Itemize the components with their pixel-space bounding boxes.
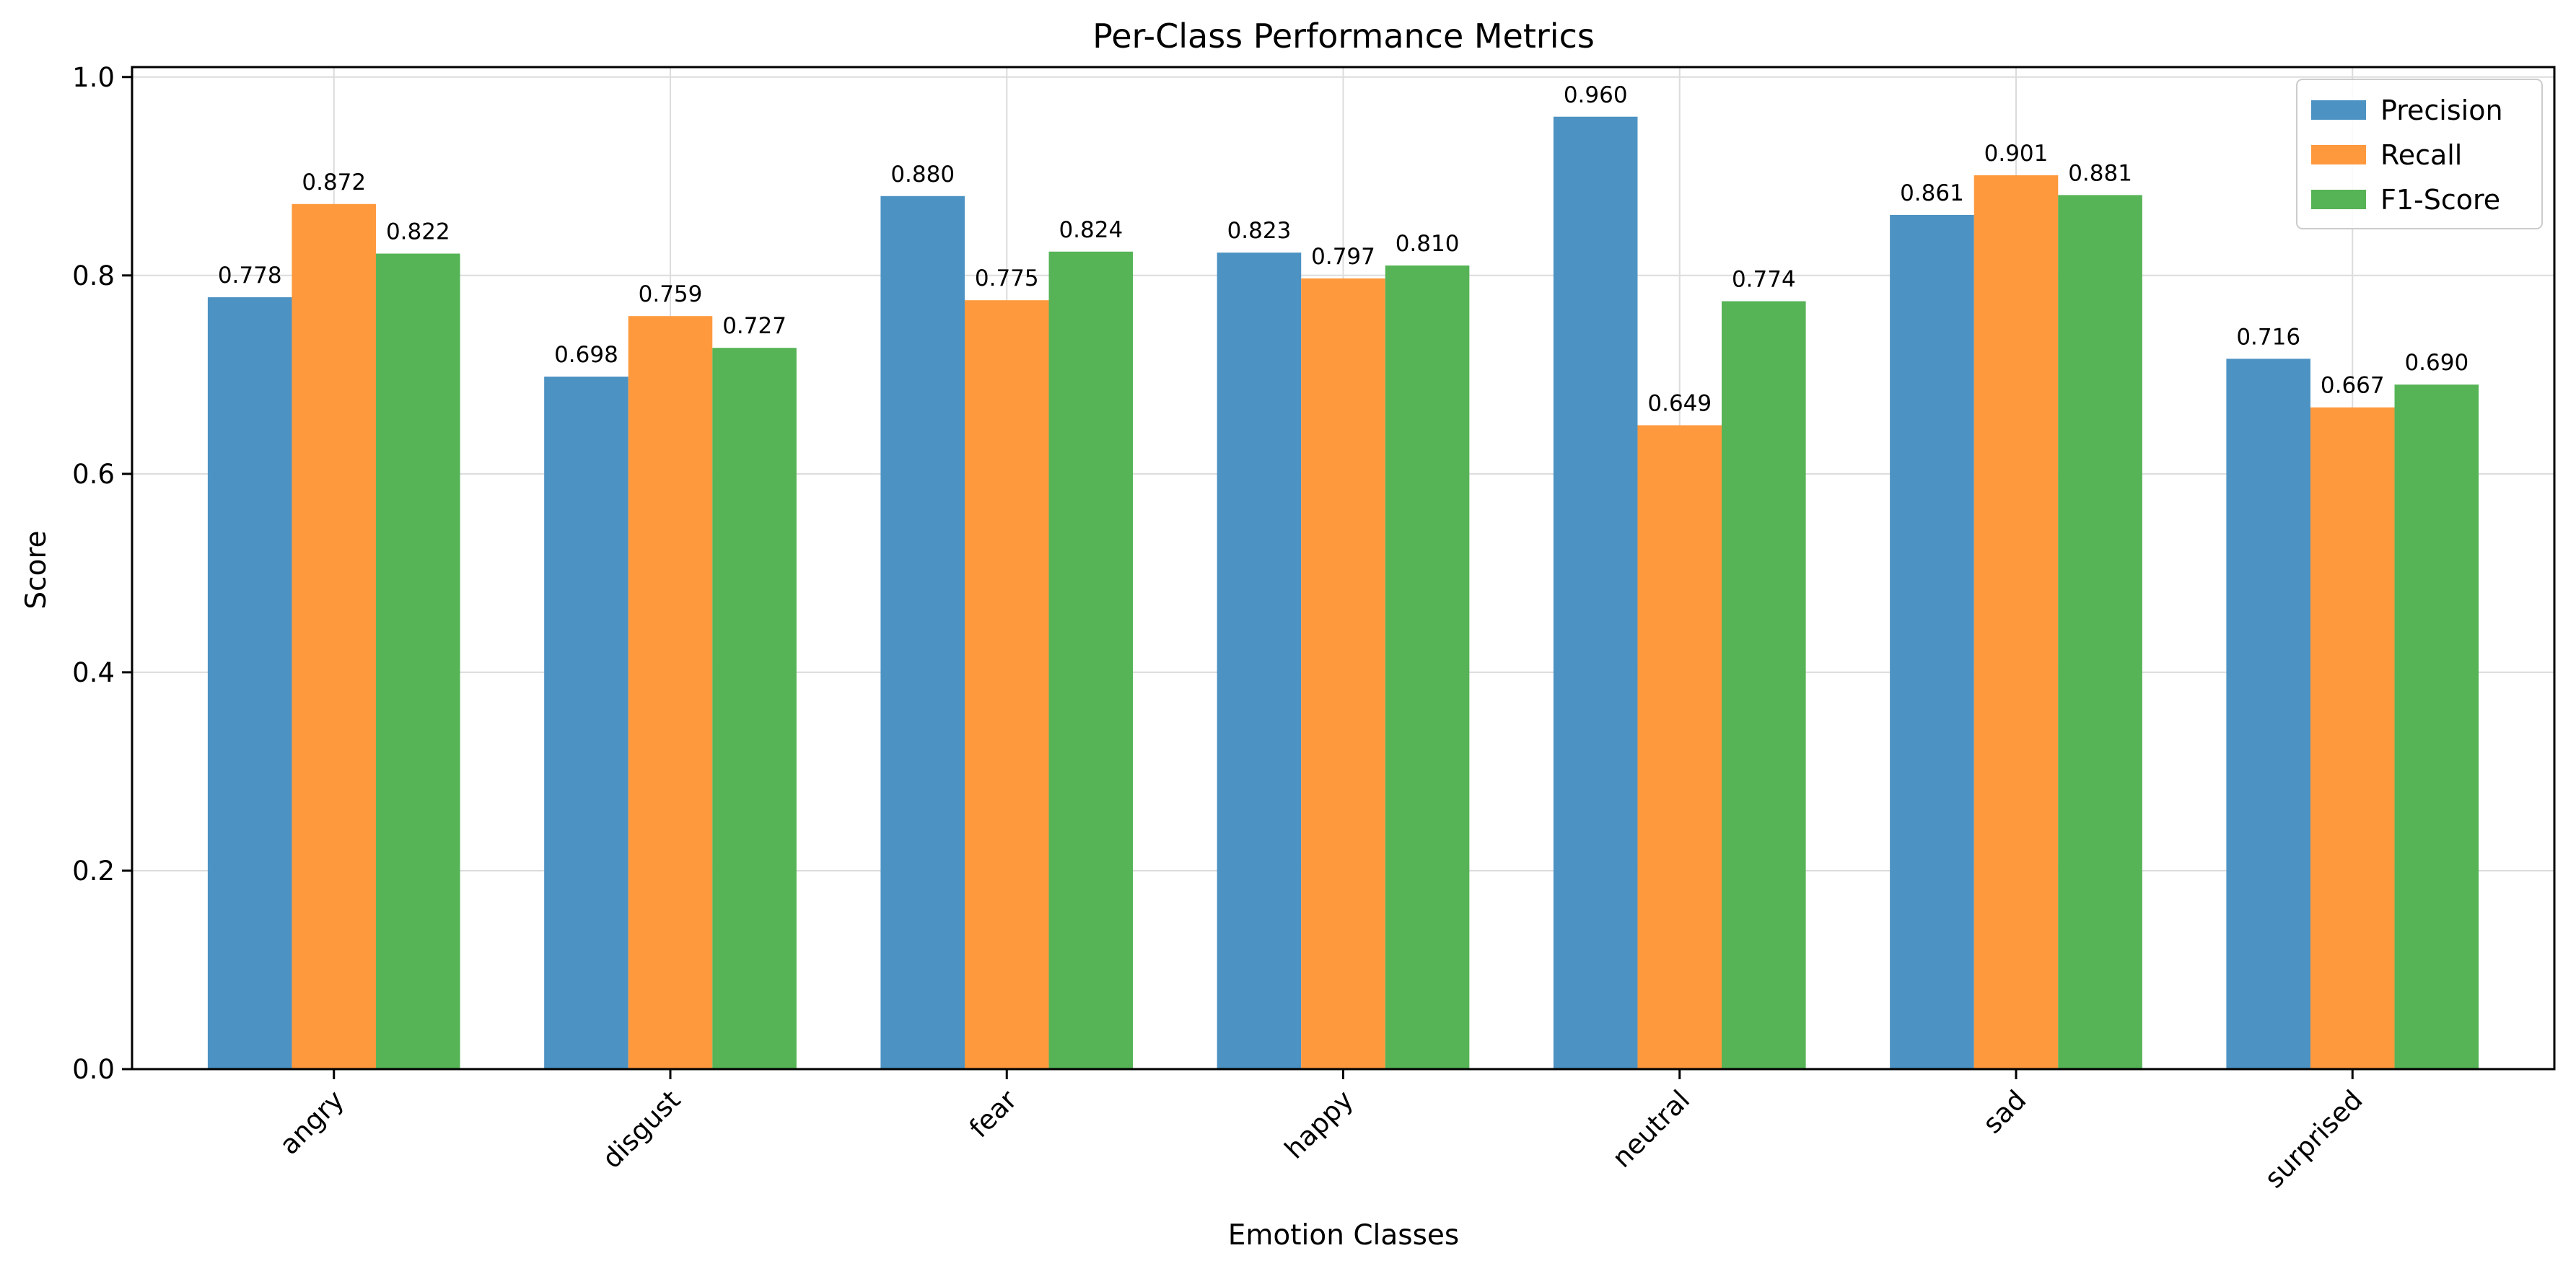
legend-swatch-f1-score <box>2311 190 2366 209</box>
bar-precision-surprised <box>2226 359 2310 1070</box>
bar-precision-fear <box>880 196 965 1069</box>
data-label: 0.690 <box>2404 350 2468 376</box>
y-tick-label: 0.6 <box>72 459 115 490</box>
bar-recall-angry <box>292 203 377 1069</box>
data-label: 0.797 <box>1311 244 1375 270</box>
bar-precision-disgust <box>544 377 628 1069</box>
bar-f1-score-sad <box>2058 195 2142 1069</box>
y-tick-label: 0.0 <box>72 1054 115 1085</box>
data-label: 0.861 <box>1900 180 1964 206</box>
data-label: 0.775 <box>975 265 1039 291</box>
data-label: 0.880 <box>890 162 955 188</box>
legend-label: Recall <box>2380 139 2462 171</box>
legend-label: Precision <box>2380 95 2503 126</box>
legend-swatch-recall <box>2311 145 2366 164</box>
data-label: 0.774 <box>1732 267 1796 293</box>
legend-label: F1-Score <box>2380 184 2500 216</box>
data-label: 0.759 <box>639 281 703 307</box>
bar-recall-sad <box>1973 175 2059 1069</box>
data-label: 0.727 <box>722 313 787 339</box>
bar-f1-score-happy <box>1385 265 1470 1069</box>
y-tick-label: 0.8 <box>72 260 115 291</box>
data-label: 0.823 <box>1227 218 1292 244</box>
chart-title: Per-Class Performance Metrics <box>1092 17 1595 56</box>
y-tick-label: 1.0 <box>72 62 115 93</box>
data-labels: 0.778 0.872 0.822 0.698 0.759 0.727 0.880 0.775… <box>218 82 2468 417</box>
y-axis-ticks: 0.0 0.2 0.4 0.6 0.8 1.0 <box>72 62 132 1085</box>
data-label: 0.822 <box>386 219 450 245</box>
bar-f1-score-neutral <box>1722 301 1806 1070</box>
data-label: 0.824 <box>1059 217 1123 243</box>
data-label: 0.881 <box>2068 160 2132 186</box>
legend: Precision Recall F1-Score <box>2296 79 2543 229</box>
data-label: 0.667 <box>2321 373 2385 399</box>
y-tick-label: 0.2 <box>72 856 115 887</box>
data-label: 0.778 <box>218 263 282 289</box>
bar-f1-score-angry <box>376 253 460 1070</box>
bar-precision-happy <box>1217 252 1302 1070</box>
legend-swatch-precision <box>2311 100 2366 120</box>
bar-recall-happy <box>1301 278 1385 1069</box>
y-tick-label: 0.4 <box>72 657 115 688</box>
data-label: 0.901 <box>1984 141 2049 167</box>
bars <box>207 116 2479 1070</box>
bar-f1-score-surprised <box>2394 385 2479 1069</box>
bar-precision-angry <box>207 297 292 1070</box>
bar-precision-sad <box>1890 214 1974 1070</box>
data-label: 0.649 <box>1647 390 1712 416</box>
bar-f1-score-fear <box>1048 251 1134 1070</box>
bar-f1-score-disgust <box>712 348 797 1069</box>
bar-recall-fear <box>964 300 1049 1070</box>
data-label: 0.698 <box>554 342 618 368</box>
data-label: 0.810 <box>1396 231 1460 257</box>
bar-recall-disgust <box>628 316 713 1069</box>
y-axis-label: Score <box>20 530 53 609</box>
bar-recall-surprised <box>2310 407 2395 1069</box>
x-axis-label: Emotion Classes <box>1228 1219 1460 1252</box>
data-label: 0.872 <box>302 170 366 196</box>
bar-recall-neutral <box>1637 425 1722 1069</box>
bar-precision-neutral <box>1553 116 1638 1070</box>
data-label: 0.716 <box>2236 324 2300 350</box>
data-label: 0.960 <box>1564 82 1628 108</box>
